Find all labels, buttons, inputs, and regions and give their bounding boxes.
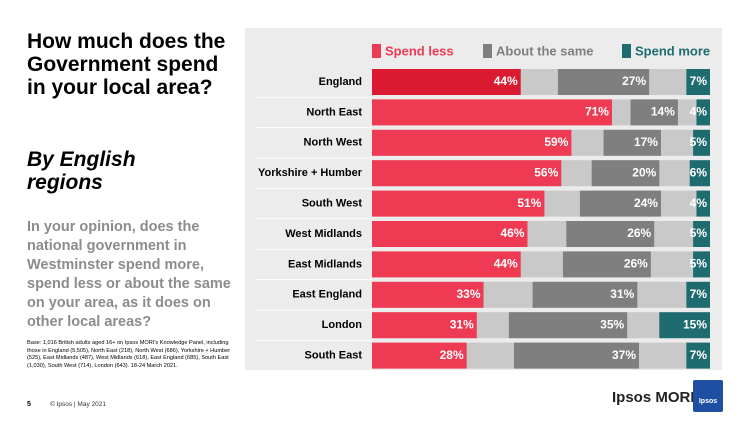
value-label: 5%: [690, 257, 708, 271]
legend-label: Spend less: [385, 43, 454, 58]
value-label: 20%: [632, 165, 656, 179]
value-label: 56%: [534, 165, 558, 179]
value-label: 26%: [624, 257, 648, 271]
value-label: 33%: [457, 287, 481, 301]
value-label: 14%: [651, 105, 675, 119]
value-label: 71%: [585, 105, 609, 119]
bar-segment: [693, 251, 710, 278]
bar-segment: [513, 342, 640, 369]
value-label: 4%: [690, 105, 708, 119]
legend-swatch: [622, 44, 631, 58]
bar-segment: [693, 221, 710, 247]
category-label: South West: [302, 198, 363, 210]
value-label: 51%: [517, 196, 541, 210]
legend-swatch: [372, 44, 381, 58]
bar-segment: [591, 160, 660, 187]
category-label: East England: [292, 289, 362, 301]
slide-title: How much does the Government spend in yo…: [27, 30, 226, 99]
bar-segment: [372, 190, 545, 217]
value-label: 24%: [634, 196, 658, 210]
value-label: 44%: [494, 257, 518, 271]
bar-segment: [372, 99, 612, 126]
value-label: 4%: [690, 196, 708, 210]
bar-segment: [630, 99, 678, 126]
value-label: 5%: [690, 226, 708, 240]
logo: Ipsos: [693, 380, 723, 412]
value-label: 28%: [440, 348, 464, 362]
value-label: 7%: [690, 287, 708, 301]
legend-label: About the same: [496, 43, 594, 58]
category-label: England: [319, 76, 362, 88]
value-label: 46%: [500, 226, 524, 240]
bar-segment: [372, 69, 521, 95]
category-label: Yorkshire + Humber: [258, 167, 363, 179]
slide-subtitle: By English regions: [27, 148, 136, 194]
bar-segment: [372, 251, 521, 278]
bar-segment: [603, 129, 661, 156]
bar-segment: [689, 160, 710, 187]
category-label: South East: [305, 350, 363, 362]
bar-segment: [696, 190, 710, 217]
bar-segment: [372, 342, 467, 369]
value-label: 17%: [634, 135, 658, 149]
footer: © Ipsos | May 2021: [50, 401, 106, 408]
legend-label: Spend more: [635, 43, 710, 58]
value-label: 5%: [690, 135, 708, 149]
base-note: Base: 1,016 British adults aged 16+ on I…: [27, 340, 231, 369]
bar-segment: [693, 129, 710, 156]
value-label: 31%: [450, 317, 474, 331]
bar-segment: [532, 281, 638, 308]
category-label: North East: [306, 106, 362, 118]
bar-segment: [372, 160, 562, 187]
brand-name: Ipsos MORI: [612, 389, 695, 406]
category-label: East Midlands: [288, 258, 362, 270]
bar-segment: [372, 221, 528, 247]
category-label: West Midlands: [285, 228, 362, 240]
value-label: 7%: [690, 348, 708, 362]
value-label: 7%: [690, 74, 708, 88]
legend-swatch: [483, 44, 492, 58]
bar-segment: [562, 251, 651, 278]
category-label: North West: [304, 137, 363, 149]
bar-segment: [686, 342, 710, 369]
page-number: 5: [27, 401, 31, 408]
bar-segment: [686, 281, 710, 308]
bar-segment: [557, 69, 650, 95]
bar-segment: [659, 312, 710, 339]
value-label: 59%: [544, 135, 568, 149]
value-label: 27%: [622, 74, 646, 88]
category-label: London: [322, 319, 363, 331]
value-label: 37%: [612, 348, 636, 362]
bar-segment: [372, 312, 477, 339]
bar-segment: [566, 221, 655, 247]
value-label: 44%: [494, 74, 518, 88]
bar-segment: [372, 281, 484, 308]
bar-segment: [686, 69, 710, 95]
value-label: 15%: [683, 317, 707, 331]
bar-segment: [372, 129, 572, 156]
bar-segment: [696, 99, 710, 126]
bar-segment: [579, 190, 661, 217]
value-label: 26%: [627, 226, 651, 240]
value-label: 31%: [610, 287, 634, 301]
value-label: 6%: [690, 165, 708, 179]
bar-segment: [508, 312, 628, 339]
value-label: 35%: [600, 317, 624, 331]
question-text: In your opinion, does the national gover…: [27, 219, 231, 330]
